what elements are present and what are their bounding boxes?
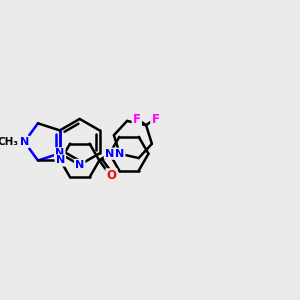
Text: F: F [152, 112, 159, 126]
Text: N: N [20, 137, 29, 147]
Text: N: N [56, 155, 65, 166]
Text: F: F [133, 112, 141, 126]
Text: N: N [75, 160, 84, 170]
Text: N: N [105, 149, 114, 159]
Text: CH₃: CH₃ [0, 137, 19, 147]
Text: O: O [106, 169, 116, 182]
Text: N: N [55, 148, 64, 158]
Text: N: N [115, 149, 124, 159]
